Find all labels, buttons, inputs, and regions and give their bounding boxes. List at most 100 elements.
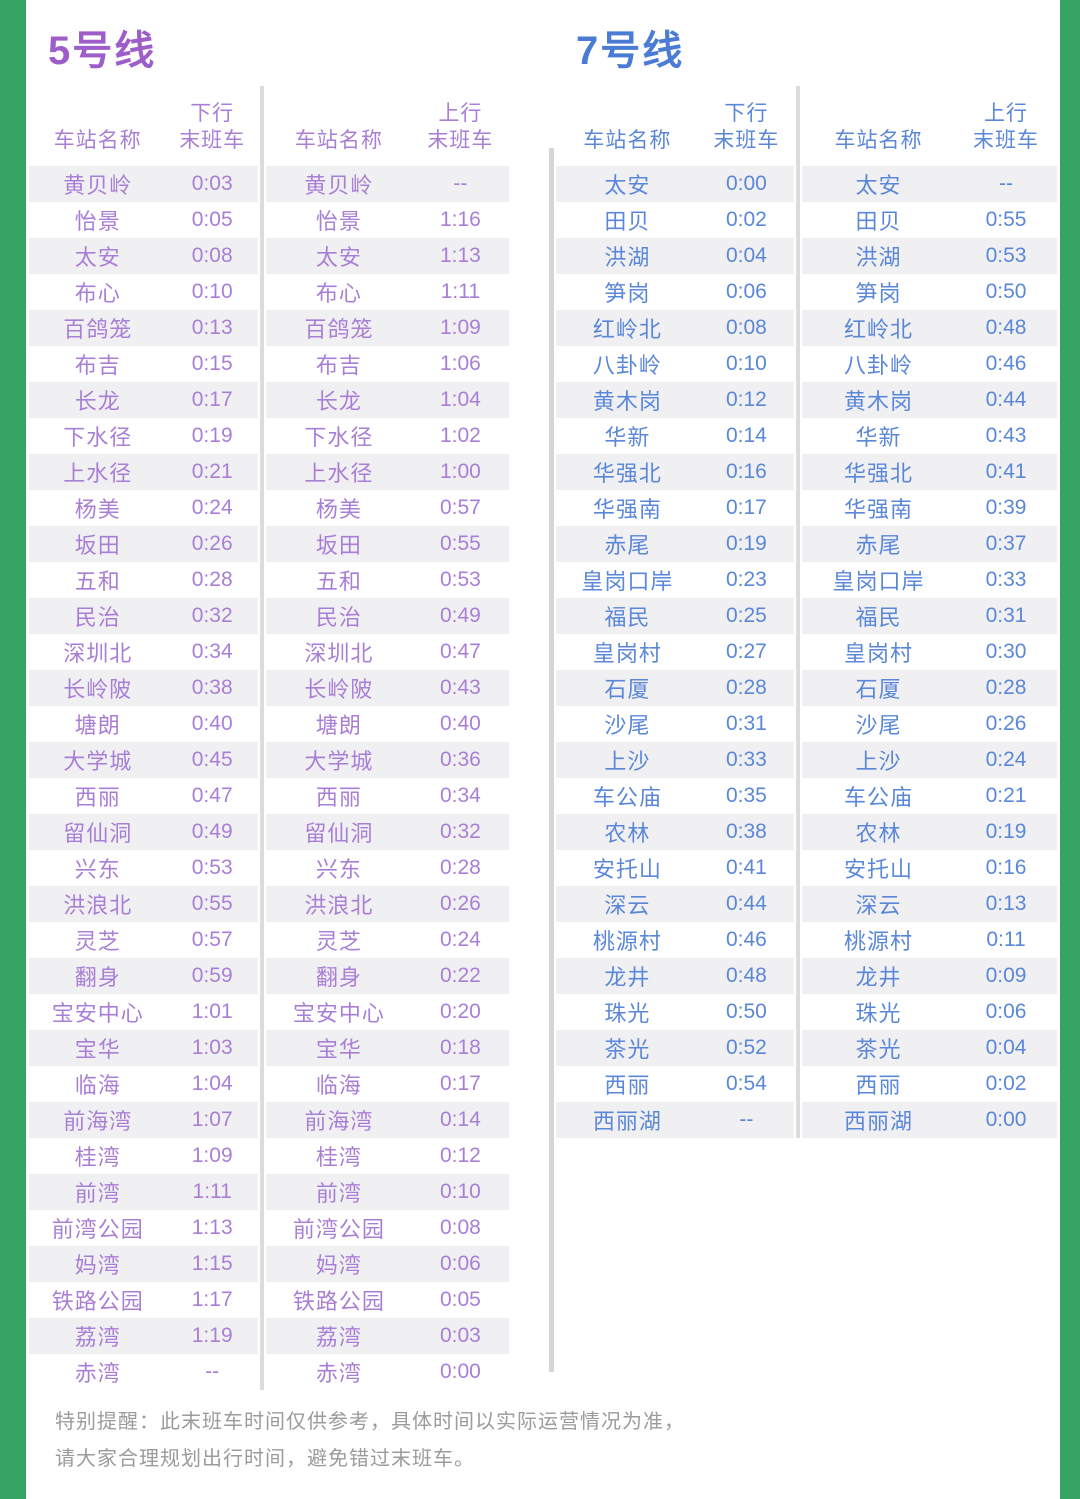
station-name: 八卦岭 [592,353,662,378]
last-train-time: 0:46 [725,928,767,951]
table-row: 荔湾 0:03 [266,1318,509,1354]
table-row: 西丽湖 0:00 [802,1102,1057,1138]
last-train-time: 0:06 [439,1252,481,1275]
table-row: 妈湾 0:06 [266,1246,509,1282]
last-train-time: 0:32 [191,604,233,627]
station-name: 黄贝岭 [304,173,374,198]
last-train-header: 上行 末班车 [955,100,1057,154]
last-train-label: 末班车 [179,129,246,152]
table-row: 红岭北 0:48 [802,310,1057,346]
last-train-time: 0:13 [191,316,233,339]
table-row: 华强北 0:41 [802,454,1057,490]
table-row: 珠光 0:50 [556,994,794,1030]
station-name-header: 车站名称 [583,129,672,152]
last-train-time: 0:43 [439,676,481,699]
station-name: 怡景 [74,209,121,234]
table-row: 桂湾 0:12 [266,1138,509,1174]
station-name: 洪浪北 [304,893,374,918]
table-row: 八卦岭 0:46 [802,346,1057,382]
station-name: 珠光 [604,1001,651,1026]
last-train-time: 1:11 [192,1180,232,1203]
last-train-time: 0:12 [439,1144,481,1167]
table-row: 杨美 0:57 [266,490,509,526]
last-train-time: 0:04 [985,1036,1027,1059]
table-row: 翻身 0:22 [266,958,509,994]
table-row: 妈湾 1:15 [29,1246,258,1282]
last-train-time: 1:13 [439,244,481,267]
last-train-time: 0:34 [439,784,481,807]
station-name: 红岭北 [592,317,662,342]
last-train-label: 末班车 [973,129,1039,152]
last-train-time: 1:02 [439,424,481,447]
table-row: 安托山 0:16 [802,850,1057,886]
table-row: 皇岗村 0:27 [556,634,794,670]
table-row: 布吉 1:06 [266,346,509,382]
table-row: 上水径 0:21 [29,454,258,490]
station-name: 田贝 [604,209,651,234]
table-row: 太安 1:13 [266,238,509,274]
last-train-time: 0:17 [191,388,233,411]
last-train-time: 0:28 [191,568,233,591]
table-row: 前湾公园 1:13 [29,1210,258,1246]
station-name: 长龙 [74,389,121,414]
station-name: 杨美 [74,497,121,522]
table-row: 下水径 0:19 [29,418,258,454]
table-row: 洪浪北 0:26 [266,886,509,922]
table-row: 福民 0:25 [556,598,794,634]
station-name: 深圳北 [304,641,374,666]
last-train-time: 0:41 [985,460,1027,483]
table-row: 赤尾 0:19 [556,526,794,562]
station-name: 桃源村 [592,929,662,954]
last-train-time: 1:04 [439,388,481,411]
station-name: 兴东 [315,857,362,882]
station-name: 临海 [74,1073,121,1098]
station-name: 福民 [855,605,902,630]
last-train-time: 0:08 [191,244,233,267]
table-row: 茶光 0:04 [802,1030,1057,1066]
table-row: 黄贝岭 0:03 [29,166,258,202]
station-name: 兴东 [74,857,121,882]
table-row: 黄木岗 0:44 [802,382,1057,418]
last-train-time: 0:30 [985,640,1027,663]
station-name: 前海湾 [304,1109,374,1134]
table-row: 前海湾 1:07 [29,1102,258,1138]
station-name: 桂湾 [315,1145,362,1170]
station-name: 沙尾 [855,713,902,738]
station-name: 百鸽笼 [63,317,133,342]
station-name: 留仙洞 [63,821,133,846]
last-train-time: 0:50 [985,280,1027,303]
line-5-title: 5号线 [48,29,157,73]
station-name: 妈湾 [74,1253,121,1278]
last-train-time: 0:31 [985,604,1027,627]
table-row: 车公庙 0:35 [556,778,794,814]
table-row: 笋岗 0:50 [802,274,1057,310]
last-train-time: 0:13 [985,892,1027,915]
station-name: 沙尾 [604,713,651,738]
station-name: 前湾公园 [51,1217,144,1242]
last-train-time: 0:15 [191,352,233,375]
last-train-time: 0:38 [191,676,233,699]
table-row: 兴东 0:53 [29,850,258,886]
station-name: 布吉 [74,353,121,378]
station-name: 龙井 [855,965,902,990]
station-name: 笋岗 [604,281,651,306]
table-row: 茶光 0:52 [556,1030,794,1066]
table-row: 长岭陂 0:43 [266,670,509,706]
station-name: 下水径 [304,425,374,450]
table-row: 太安 -- [802,166,1057,202]
table-row: 华新 0:43 [802,418,1057,454]
station-name: 翻身 [315,965,362,990]
station-name: 杨美 [315,497,362,522]
station-name: 农林 [855,821,902,846]
last-train-time: 0:59 [191,964,233,987]
table-row: 沙尾 0:31 [556,706,794,742]
station-rows: 太安 0:00 田贝 0:02 洪湖 0:04 笋岗 0:06 红岭北 0:08 八卦岭 0:10 黄木… [556,166,794,1138]
last-train-time: 0:55 [191,892,233,915]
last-train-time: 0:02 [985,1072,1027,1095]
last-train-time: 1:06 [439,352,481,375]
last-train-time: 0:35 [725,784,767,807]
table-row: 西丽湖 -- [556,1102,794,1138]
table-row: 长岭陂 0:38 [29,670,258,706]
last-train-time: 1:13 [191,1216,233,1239]
station-name: 民治 [315,605,362,630]
